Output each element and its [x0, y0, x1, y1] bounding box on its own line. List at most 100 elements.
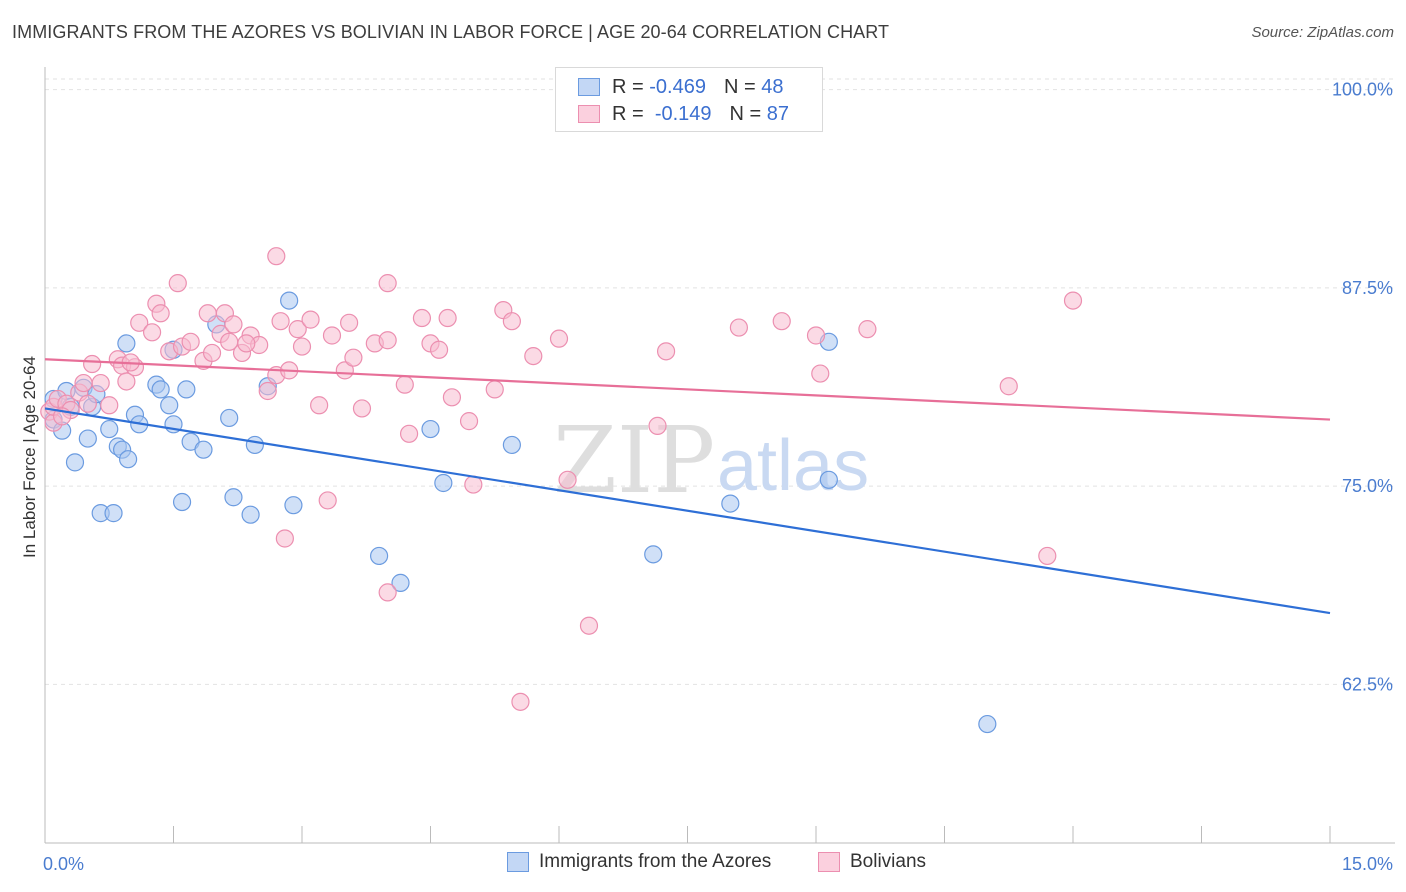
- source-label: Source: ZipAtlas.com: [1251, 24, 1394, 41]
- point-azores: [78, 429, 97, 448]
- point-bolivians: [485, 380, 504, 399]
- point-bolivians: [310, 396, 329, 415]
- point-azores: [224, 488, 243, 507]
- point-bolivians: [83, 354, 102, 374]
- point-bolivians: [78, 394, 97, 413]
- point-bolivians: [648, 416, 667, 435]
- y-tick-label: 75.0%: [1342, 476, 1393, 496]
- point-bolivians: [459, 412, 479, 431]
- point-bolivians: [224, 315, 243, 334]
- legend-n-value: 87: [766, 102, 790, 125]
- point-bolivians: [811, 364, 830, 383]
- data-points: [40, 247, 1083, 734]
- legend-n-label: N =: [729, 102, 762, 125]
- point-azores: [100, 419, 119, 439]
- y-tick-label: 87.5%: [1342, 278, 1393, 298]
- chart-title: IMMIGRANTS FROM THE AZORES VS BOLIVIAN I…: [12, 22, 890, 42]
- point-azores: [117, 334, 136, 353]
- x-tick-label: 15.0%: [1342, 854, 1393, 874]
- point-azores: [391, 573, 410, 592]
- point-azores: [245, 435, 264, 455]
- point-bolivians: [322, 326, 342, 345]
- point-bolivians: [142, 323, 162, 342]
- legend-swatch-pink: [578, 105, 600, 123]
- point-bolivians: [1038, 546, 1057, 566]
- point-bolivians: [378, 331, 397, 350]
- y-axis-label: In Labor Force | Age 20-64: [20, 356, 39, 558]
- point-bolivians: [271, 312, 290, 331]
- point-bolivians: [1063, 291, 1083, 310]
- point-bolivians: [74, 373, 93, 393]
- point-azores: [644, 545, 663, 564]
- point-bolivians: [151, 304, 170, 323]
- point-azores: [220, 408, 239, 428]
- point-bolivians: [502, 312, 521, 331]
- series-swatch-pink: [818, 852, 840, 872]
- point-bolivians: [181, 332, 200, 351]
- point-azores: [160, 396, 179, 415]
- series-label-bolivians: Bolivians: [850, 851, 927, 872]
- point-bolivians: [344, 348, 363, 367]
- point-azores: [172, 492, 192, 512]
- series-legend-bolivians: Bolivians: [818, 851, 926, 873]
- point-bolivians: [558, 470, 577, 489]
- point-bolivians: [198, 304, 217, 323]
- point-bolivians: [100, 396, 119, 415]
- point-bolivians: [395, 375, 414, 394]
- point-bolivians: [511, 692, 530, 711]
- watermark-zip: ZIP: [553, 407, 715, 514]
- legend-swatch-blue: [578, 78, 600, 96]
- series-legend-azores: Immigrants from the Azores: [507, 851, 771, 873]
- point-azores: [978, 714, 997, 734]
- legend-r-value: -0.469: [649, 75, 706, 98]
- point-bolivians: [438, 308, 457, 328]
- trend-lines: [44, 358, 1331, 615]
- y-tick-label: 62.5%: [1342, 674, 1393, 694]
- point-bolivians: [301, 310, 320, 329]
- point-bolivians: [275, 529, 294, 548]
- point-azores: [434, 473, 453, 493]
- watermark-atlas: atlas: [717, 426, 869, 506]
- legend-row-azores: R = -0.469 N = 48: [578, 73, 783, 101]
- legend-r-value: -0.149: [654, 102, 712, 125]
- point-bolivians: [999, 377, 1018, 396]
- y-tick-label: 100.0%: [1332, 80, 1393, 100]
- correlation-legend: R = -0.469 N = 48 R = -0.149 N = 87: [555, 67, 823, 132]
- point-bolivians: [858, 320, 877, 339]
- point-bolivians: [656, 342, 676, 361]
- point-bolivians: [340, 313, 359, 332]
- point-bolivians: [806, 326, 826, 345]
- point-bolivians: [318, 491, 337, 510]
- legend-r-label: R =: [612, 75, 644, 98]
- point-bolivians: [729, 318, 749, 337]
- point-azores: [284, 496, 303, 515]
- x-tick-label: 0.0%: [43, 854, 84, 874]
- point-bolivians: [91, 373, 110, 393]
- point-bolivians: [267, 247, 286, 266]
- point-bolivians: [412, 308, 432, 328]
- series-swatch-blue: [507, 852, 529, 872]
- point-azores: [241, 505, 260, 524]
- legend-r-label: R =: [612, 102, 644, 125]
- point-azores: [502, 435, 521, 455]
- point-bolivians: [202, 343, 222, 363]
- point-azores: [65, 453, 85, 472]
- point-bolivians: [130, 313, 149, 332]
- point-bolivians: [442, 388, 462, 407]
- point-azores: [151, 380, 170, 399]
- point-bolivians: [352, 399, 372, 418]
- point-bolivians: [579, 616, 599, 635]
- axes: [44, 67, 1395, 844]
- point-bolivians: [549, 329, 569, 348]
- legend-n-value: 48: [761, 75, 784, 98]
- point-bolivians: [258, 381, 277, 401]
- point-bolivians: [429, 340, 449, 359]
- trend-line-azores: [44, 407, 1331, 615]
- point-bolivians: [378, 274, 397, 293]
- point-bolivians: [524, 346, 543, 366]
- point-azores: [370, 546, 389, 566]
- point-bolivians: [378, 583, 397, 602]
- point-azores: [194, 440, 213, 459]
- watermark: ZIP atlas: [553, 407, 869, 514]
